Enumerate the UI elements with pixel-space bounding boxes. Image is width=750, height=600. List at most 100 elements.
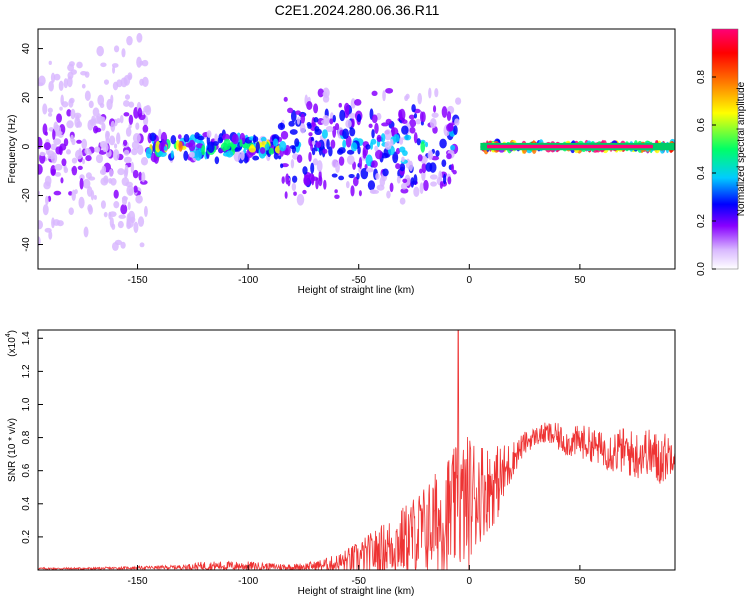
spectrogram-cell: [239, 139, 243, 148]
spectrogram-cell: [365, 167, 374, 173]
spectrogram-cell: [435, 150, 440, 157]
spectrogram-cell: [86, 186, 93, 197]
spectrogram-cell: [108, 177, 113, 184]
spectrogram-cell: [408, 160, 414, 172]
spectrogram-cell: [54, 163, 63, 171]
spectrogram-cell: [384, 129, 392, 141]
x-tick-label: -150: [128, 275, 148, 286]
spectrogram-cell: [423, 179, 429, 192]
spectrogram-cell: [194, 149, 202, 161]
spectrogram-cell: [441, 159, 447, 168]
spectrogram-cell: [96, 113, 102, 125]
spectrogram-cell: [105, 130, 111, 138]
spectrogram-cell: [76, 139, 82, 144]
spectrogram-cell: [318, 175, 323, 187]
spectrogram-cell: [68, 191, 73, 196]
spectrogram-cell: [58, 80, 64, 91]
spectrogram-cell: [322, 91, 328, 97]
spectrogram-cell: [42, 204, 49, 216]
spectrogram-cell: [128, 101, 135, 108]
spectrogram-cell: [346, 149, 355, 155]
spectrogram-cell: [123, 149, 130, 156]
spectrogram-cell: [135, 122, 140, 130]
spectrogram-cell: [59, 106, 63, 111]
spectrogram-cell: [295, 110, 301, 115]
spectrogram-cell: [87, 204, 93, 213]
spectrogram-cell: [338, 102, 342, 108]
spectrogram-cell: [296, 193, 305, 206]
spectrogram-cell: [38, 136, 43, 149]
spectrogram-cell: [56, 113, 62, 123]
spectrogram-cell: [38, 236, 41, 246]
spectrogram-cell: [385, 118, 392, 125]
spectrogram-cell: [76, 61, 83, 69]
spectrogram-cell: [84, 90, 91, 101]
spectrogram-cell: [133, 185, 138, 193]
spectrogram-cell: [371, 114, 378, 124]
spectrogram-cell: [113, 45, 120, 53]
spectrogram-cell: [413, 132, 418, 144]
spectrogram-cell: [48, 230, 53, 240]
snr-scale-prefix: (x10: [7, 337, 18, 357]
spectrogram-cell: [140, 156, 149, 166]
y-tick-label: 0.4: [21, 496, 32, 510]
spectrogram-cell: [278, 155, 282, 160]
spectrogram-cell: [121, 48, 126, 58]
spectrogram-cell: [421, 162, 427, 174]
spectrogram-cell: [103, 79, 109, 85]
spectrogram-cell: [308, 132, 313, 137]
spectrogram-cell: [141, 171, 146, 183]
spectrogram-cell: [332, 114, 336, 123]
spectrogram-cell: [350, 118, 355, 128]
spectrogram-cell: [348, 174, 355, 179]
spectrogram-cell: [431, 112, 439, 118]
spectrogram-cell: [443, 173, 447, 185]
spectrogram-cell: [306, 101, 313, 110]
spectrogram-cell: [342, 128, 350, 140]
y-tick-label: 1.4: [21, 331, 32, 345]
spectrogram-marks: [38, 32, 675, 251]
spectrogram-cell: [408, 114, 415, 120]
svg-text:(x104): (x104): [5, 330, 18, 357]
spectrogram-cell: [252, 155, 260, 161]
x-tick-label: 50: [574, 576, 586, 587]
spectrogram-cell: [170, 150, 174, 159]
snr-scale-exponent: 4: [5, 333, 12, 337]
spectrogram-cell: [450, 144, 456, 151]
spectrogram-cell: [116, 132, 121, 145]
spectrogram-cell: [384, 140, 392, 150]
spectrogram-cell: [50, 169, 56, 176]
spectrogram-cell: [85, 172, 92, 180]
spectrogram-cell: [290, 158, 295, 169]
spectrogram-cell: [109, 216, 114, 228]
colorbar: 0.0 0.2 0.4 0.6 0.8 Normalized spectral ampl…: [696, 28, 747, 276]
spectrogram-cell: [130, 161, 135, 174]
spectrogram-cell: [113, 143, 118, 149]
spectrogram-cell: [145, 147, 152, 159]
spectrogram-cell: [38, 75, 46, 86]
spectrogram-cell: [382, 90, 386, 102]
spectrogram-cell: [454, 118, 460, 126]
spectrogram-cell: [427, 150, 434, 160]
spectrogram-cell: [117, 220, 124, 229]
snr-series-line: [38, 330, 675, 570]
spectrogram-cell: [405, 93, 410, 100]
spectrogram-cell: [126, 217, 134, 229]
spectrogram-cell: [354, 99, 362, 106]
spectrogram-cell: [127, 201, 131, 211]
spectrogram-cell: [321, 129, 328, 139]
spectrogram-cell: [330, 139, 336, 149]
spectrogram-cell: [292, 175, 298, 183]
spectrogram-cell: [345, 135, 352, 148]
spectrogram-cell: [44, 175, 52, 187]
spectrogram-cell: [85, 155, 92, 162]
spectrogram-cell: [252, 136, 259, 143]
spectrogram-cell: [201, 144, 206, 156]
spectrogram-cell: [293, 191, 297, 196]
spectrogram-cell: [53, 73, 61, 81]
spectrogram-cell: [311, 174, 315, 186]
spectrogram-cell: [401, 119, 408, 124]
spectrogram-cell: [331, 159, 338, 168]
spectrogram-cell: [429, 174, 438, 180]
spectrogram-cell: [280, 130, 289, 140]
